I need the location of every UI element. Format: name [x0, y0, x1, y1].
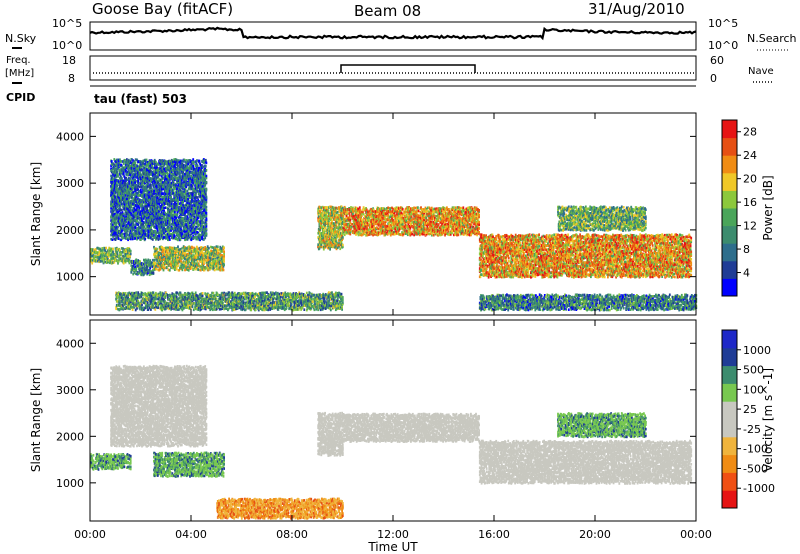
- nsky-label: N.Sky: [5, 32, 37, 45]
- noise-tick-low-right: 10^0: [708, 39, 738, 52]
- noise-panel: N.Sky 10^5 10^0 10^5 10^0 N.Search: [5, 17, 797, 52]
- scatter-cell: [182, 266, 184, 269]
- scatter-cell: [153, 271, 155, 274]
- scatter-cell: [169, 269, 171, 272]
- nave-tick-low: 0: [710, 72, 717, 85]
- freq-unit-label: [MHz]: [5, 68, 34, 79]
- scatter-cell: [154, 262, 156, 265]
- cpid-value: tau (fast) 503: [94, 92, 187, 106]
- scatter-cell: [177, 245, 179, 248]
- scatter-cell: [130, 253, 132, 256]
- nave-label: Nave: [748, 66, 774, 77]
- scatter-cell: [156, 248, 158, 251]
- freq-tick-low: 8: [68, 72, 75, 85]
- scatter-cell: [112, 251, 114, 254]
- freq-tick-high: 18: [62, 54, 76, 67]
- noise-tick-high-left: 10^5: [52, 17, 82, 30]
- scatter-cell: [130, 250, 132, 253]
- scatter-cell: [161, 246, 163, 249]
- scatter-cell: [156, 268, 158, 271]
- nsearch-label: N.Search: [747, 32, 797, 45]
- date-title: 31/Aug/2010: [588, 0, 685, 18]
- nsky-series-line: [90, 28, 696, 38]
- nave-tick-high: 60: [710, 54, 724, 67]
- scatter-cell: [180, 248, 182, 251]
- radar-summary-plot: Goose Bay (fitACF) Beam 08 31/Aug/2010 N…: [0, 0, 800, 554]
- beam-title: Beam 08: [354, 2, 421, 20]
- scatter-cell: [166, 266, 168, 269]
- scatter-cell: [123, 262, 125, 265]
- scatter-cell: [154, 259, 156, 262]
- cpid-label: CPID: [6, 91, 35, 104]
- noise-tick-high-right: 10^5: [708, 17, 738, 30]
- scatter-cell: [135, 268, 137, 271]
- freq-label: Freq.: [6, 55, 31, 66]
- scatter-cell: [91, 262, 93, 265]
- scatter-cell: [182, 269, 184, 272]
- power-data-cells: [90, 158, 697, 311]
- scatter-cell: [192, 246, 194, 249]
- station-title: Goose Bay (fitACF): [92, 0, 233, 18]
- nave-series: [341, 65, 475, 73]
- scatter-cell: [177, 265, 179, 268]
- noise-tick-low-left: 10^0: [52, 39, 82, 52]
- frequency-panel: Freq. [MHz] 18 8 60 0 Nave: [5, 54, 774, 85]
- scatter-cell: [105, 247, 107, 250]
- scatter-cell: [188, 269, 190, 272]
- scatter-cell: [112, 248, 114, 251]
- scatter-cell: [197, 260, 199, 263]
